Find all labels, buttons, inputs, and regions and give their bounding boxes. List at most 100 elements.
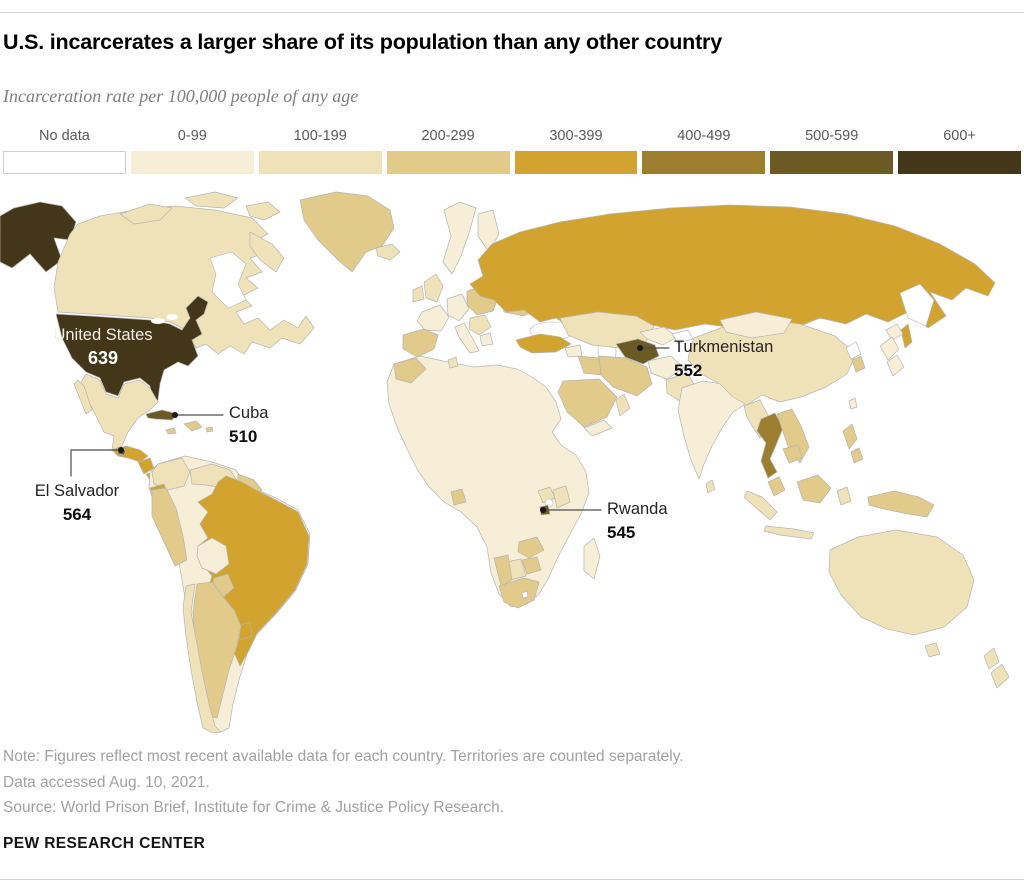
hudson-bay <box>209 251 247 309</box>
legend-swatch <box>130 151 254 174</box>
legend-item-600plus: 600+ <box>898 128 1021 174</box>
callout-country-name: El Salvador <box>34 482 120 500</box>
legend-label: 400-499 <box>677 128 731 144</box>
callout-country-name: United States <box>53 326 153 344</box>
country-lesotho <box>521 590 529 599</box>
country-puerto-rico <box>205 426 214 433</box>
country-tunisia <box>447 356 459 369</box>
cuba-dot <box>172 412 178 418</box>
country-japan-honshu <box>879 336 900 361</box>
legend-label: 0-99 <box>177 128 207 144</box>
country-chile <box>182 583 222 733</box>
callout-value: 510 <box>229 427 258 446</box>
world-choropleth-map: United States 639 Cuba 510 El Salvador 5… <box>0 188 1024 733</box>
legend-label: No data <box>39 128 90 144</box>
country-italy <box>454 322 480 354</box>
country-saudi-arabia <box>557 378 618 428</box>
legend-item-no-data: No data <box>3 128 126 174</box>
legend-item-0-99: 0-99 <box>130 128 254 174</box>
country-thailand <box>756 412 784 479</box>
arctic-island-3 <box>245 201 281 221</box>
country-zambia <box>517 536 545 559</box>
country-sri-lanka <box>705 479 716 494</box>
legend-item-400-499: 400-499 <box>642 128 766 174</box>
arctic-island-2 <box>184 191 239 209</box>
footnotes: Note: Figures reflect most recent availa… <box>3 744 1003 821</box>
legend-item-300-399: 300-399 <box>514 128 638 174</box>
country-gabon <box>450 488 467 506</box>
callout-turkmenistan: Turkmenistan 552 <box>674 336 773 382</box>
country-ireland <box>412 285 425 303</box>
country-hispaniola <box>183 420 203 432</box>
brand-footer: PEW RESEARCH CENTER <box>3 835 206 852</box>
page-title: U.S. incarcerates a larger share of its … <box>3 30 722 54</box>
callout-rwanda: Rwanda 545 <box>607 498 668 544</box>
country-kenya <box>552 485 571 509</box>
country-norway-sweden <box>442 201 477 275</box>
country-bolivia <box>196 537 230 575</box>
callout-cuba: Cuba 510 <box>229 402 268 448</box>
callout-value: 564 <box>62 505 92 524</box>
country-jamaica <box>165 427 177 435</box>
country-mexico <box>79 373 159 451</box>
country-japan-hokkaido <box>885 323 904 341</box>
country-cuba <box>145 409 179 421</box>
arctic-island-1 <box>119 203 173 225</box>
legend-item-100-199: 100-199 <box>258 128 382 174</box>
sea-of-okhotsk <box>899 283 935 327</box>
legend-label: 300-399 <box>549 128 603 144</box>
rwanda-dot <box>540 507 546 513</box>
country-united-kingdom <box>423 273 444 303</box>
note-line: Note: Figures reflect most recent availa… <box>3 748 684 765</box>
country-namibia <box>493 554 513 587</box>
country-colombia <box>151 457 191 491</box>
callout-country-name: Cuba <box>229 404 269 422</box>
island-new-guinea <box>867 490 935 518</box>
country-yemen <box>583 419 613 437</box>
callout-el-salvador: El Salvador 564 <box>14 480 140 526</box>
island-sulawesi <box>836 486 852 506</box>
legend-label: 200-299 <box>421 128 475 144</box>
callout-country-name: Turkmenistan <box>674 338 774 356</box>
country-north-korea <box>845 341 862 360</box>
great-lake-1 <box>151 318 165 324</box>
country-alaska <box>0 201 77 273</box>
country-madagascar <box>583 537 601 580</box>
country-zimbabwe <box>521 556 542 575</box>
country-spain-portugal <box>402 328 439 358</box>
great-lake-2 <box>166 314 178 320</box>
country-syria <box>564 344 583 358</box>
country-south-africa <box>498 577 540 609</box>
country-new-zealand-south <box>990 663 1010 689</box>
country-australia <box>828 529 975 636</box>
country-united-states <box>55 295 209 407</box>
note-line: Data accessed Aug. 10, 2021. <box>3 773 210 791</box>
country-canada <box>53 205 315 355</box>
legend-swatch <box>514 151 638 174</box>
country-kyrgyzstan <box>671 329 694 344</box>
bottom-divider <box>0 879 1024 880</box>
country-morocco <box>393 357 427 384</box>
country-philippines-north <box>842 423 858 450</box>
baffin-island <box>249 231 285 273</box>
country-laos-vietnam <box>776 408 810 464</box>
legend-swatch <box>386 151 510 174</box>
island-sumatra <box>743 490 778 521</box>
country-mongolia <box>719 311 793 339</box>
country-greenland <box>299 191 395 273</box>
country-uzbekistan <box>639 326 678 346</box>
country-guatemala-honduras <box>111 445 149 463</box>
source-line: Source: World Prison Brief, Institute fo… <box>3 799 505 816</box>
callout-value: 639 <box>87 348 119 368</box>
country-malaysia <box>767 476 786 497</box>
el-salvador-leader-line <box>70 449 119 477</box>
country-new-zealand-north <box>983 647 1000 670</box>
legend-swatch <box>898 151 1021 174</box>
legend-label: 600+ <box>943 128 976 144</box>
country-peru <box>151 487 188 567</box>
country-philippines-south <box>850 447 864 464</box>
country-china <box>687 318 857 406</box>
legend-swatch <box>3 151 126 174</box>
legend-swatch <box>770 151 894 174</box>
el-salvador-dot <box>118 447 124 453</box>
